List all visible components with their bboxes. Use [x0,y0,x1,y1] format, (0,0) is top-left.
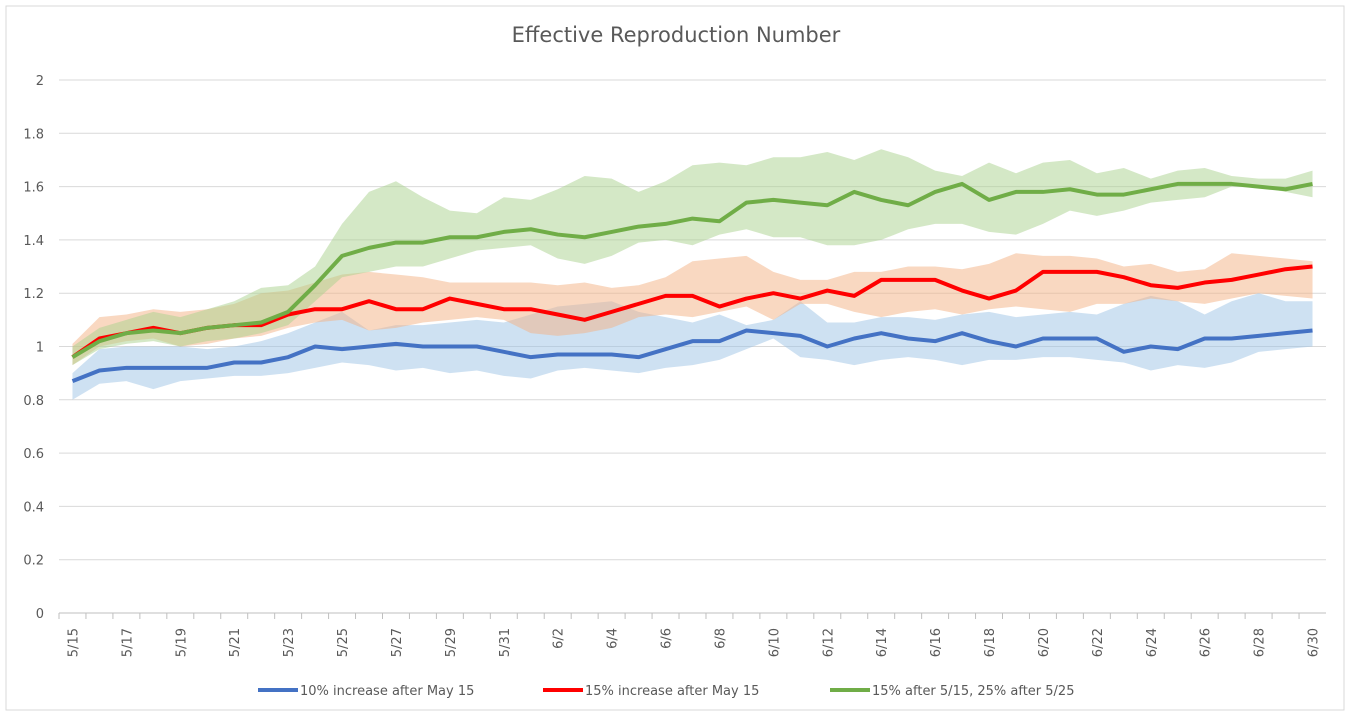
x-tick-label: 5/23 [282,628,297,657]
y-tick-label: 0 [36,607,44,622]
x-tick-label: 6/18 [983,628,998,657]
y-tick-label: 0.6 [23,447,44,462]
confidence-band [72,293,1313,400]
series-line [71,264,1313,359]
x-tick-label: 6/4 [606,628,621,649]
y-tick-label: 0.8 [23,394,44,409]
y-tick-label: 1.8 [23,127,44,142]
x-tick-label: 5/25 [336,628,351,657]
x-tick-label: 6/24 [1145,628,1160,657]
x-tick-label: 6/26 [1199,628,1214,657]
chart-title: Effective Reproduction Number [512,23,841,47]
x-tick-label: 6/8 [713,628,728,649]
x-tick-label: 6/30 [1307,628,1322,657]
x-tick-label: 5/19 [174,628,189,657]
y-tick-label: 0.4 [23,500,44,515]
series-line [71,181,1313,359]
legend-label: 15% increase after May 15 [585,684,759,699]
y-tick-label: 1.4 [23,234,44,249]
x-tick-label: 6/20 [1037,628,1052,657]
x-tick-label: 6/16 [929,628,944,657]
x-tick-label: 6/6 [660,628,675,649]
x-tick-label: 5/31 [498,628,513,657]
x-tick-label: 6/22 [1091,628,1106,657]
x-tick-label: 6/10 [767,628,782,657]
y-tick-label: 0.2 [23,554,44,569]
confidence-band [72,149,1313,366]
y-tick-label: 1.2 [23,287,44,302]
x-tick-label: 5/15 [66,628,81,657]
legend-label: 15% after 5/15, 25% after 5/25 [872,684,1074,699]
legend-label: 10% increase after May 15 [300,684,474,699]
confidence-band [72,253,1313,366]
x-tick-label: 6/12 [821,628,836,657]
x-tick-label: 5/17 [120,628,135,657]
x-tick-label: 6/14 [875,628,890,657]
series-line [71,328,1313,384]
x-tick-label: 6/28 [1253,628,1268,657]
x-tick-label: 5/27 [390,628,405,657]
y-tick-label: 1.6 [23,181,44,196]
x-tick-label: 6/2 [552,628,567,649]
x-tick-label: 5/21 [228,628,243,657]
y-tick-label: 1 [36,341,44,356]
x-tick-label: 5/29 [444,628,459,657]
y-tick-label: 2 [36,74,44,89]
